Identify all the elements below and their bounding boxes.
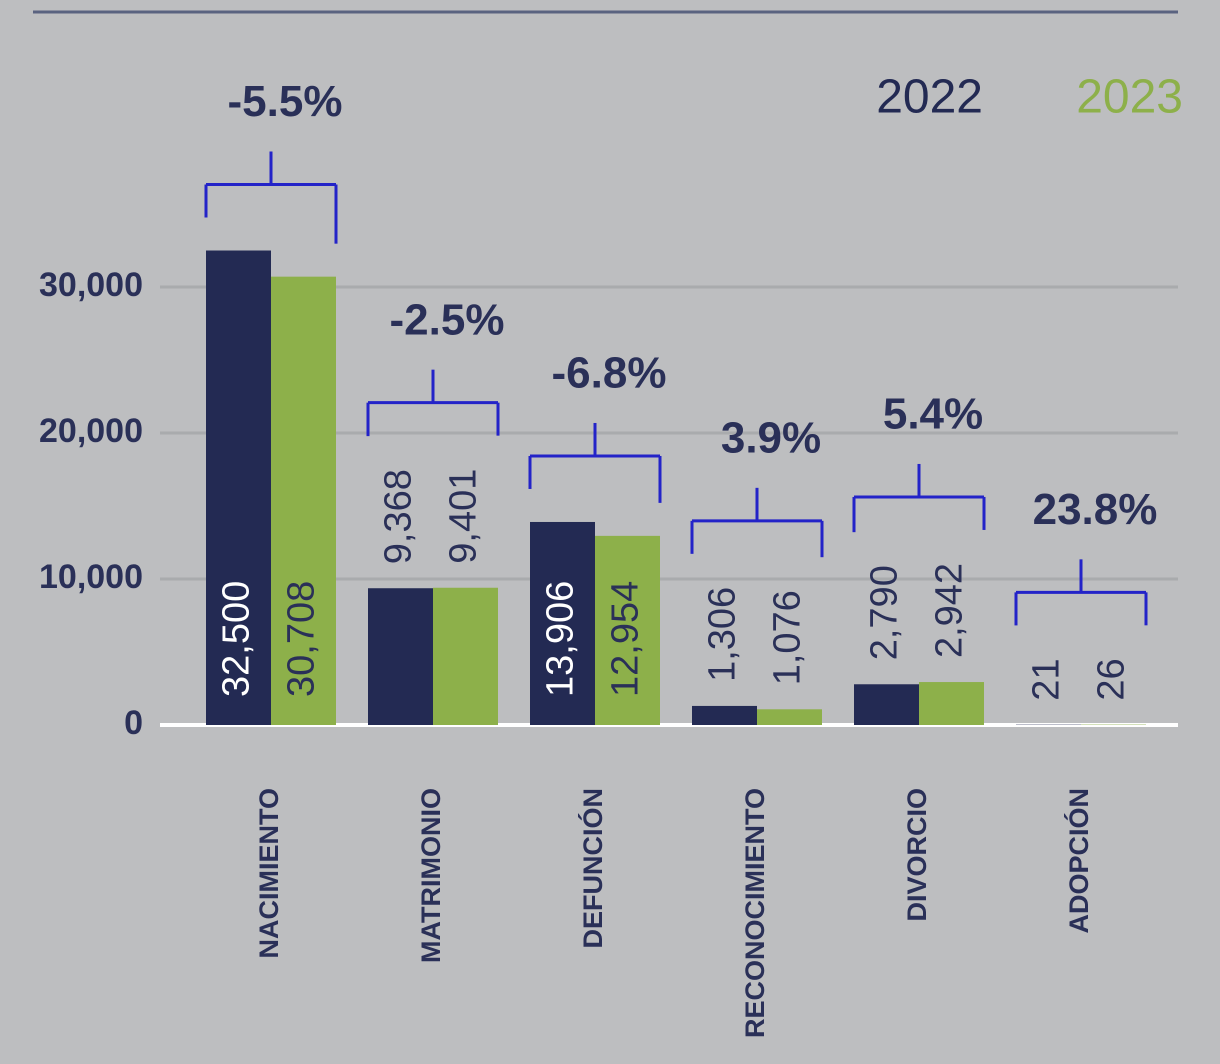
bar [692,705,757,725]
value-label: 1,306 [702,587,744,682]
value-label: 26 [1091,658,1133,700]
change-annotation: 3.9% [721,413,821,462]
bar [919,682,984,725]
y-tick-label: 0 [124,704,143,742]
y-tick-label: 30,000 [39,266,143,304]
bar [271,276,336,725]
legend-entry: 2022 [876,71,983,124]
y-tick-label: 10,000 [39,558,143,596]
x-tick-label: DEFUNCIÓN [577,788,608,949]
bar [433,587,498,725]
value-label: 2,942 [929,563,971,658]
change-annotation: -5.5% [228,77,343,126]
bar [530,521,595,725]
x-tick-label: DIVORCIO [902,788,932,922]
bar [595,535,660,725]
bar [206,250,271,725]
value-label: 12,954 [605,581,647,697]
value-label: 30,708 [281,581,323,697]
value-label: 9,401 [443,469,485,564]
value-label: 32,500 [216,581,258,697]
change-annotation: 5.4% [883,390,983,439]
x-tick-label: NACIMIENTO [254,788,284,959]
value-label: 13,906 [540,581,582,697]
x-tick-label: RECONOCIMIENTO [740,788,770,1038]
bar [757,709,822,725]
x-tick-label: ADOPCIÓN [1063,788,1094,934]
value-label: 9,368 [378,469,420,564]
x-tick-label: MATRIMONIO [416,788,446,963]
bar [368,588,433,725]
y-tick-label: 20,000 [39,412,143,450]
bar [854,684,919,725]
change-annotation: -6.8% [552,349,667,398]
value-label: 2,790 [864,565,906,660]
legend-entry: 2023 [1076,71,1183,124]
value-label: 1,076 [767,590,809,685]
change-annotation: -2.5% [390,295,505,344]
value-label: 21 [1026,658,1068,700]
change-annotation: 23.8% [1033,485,1158,534]
